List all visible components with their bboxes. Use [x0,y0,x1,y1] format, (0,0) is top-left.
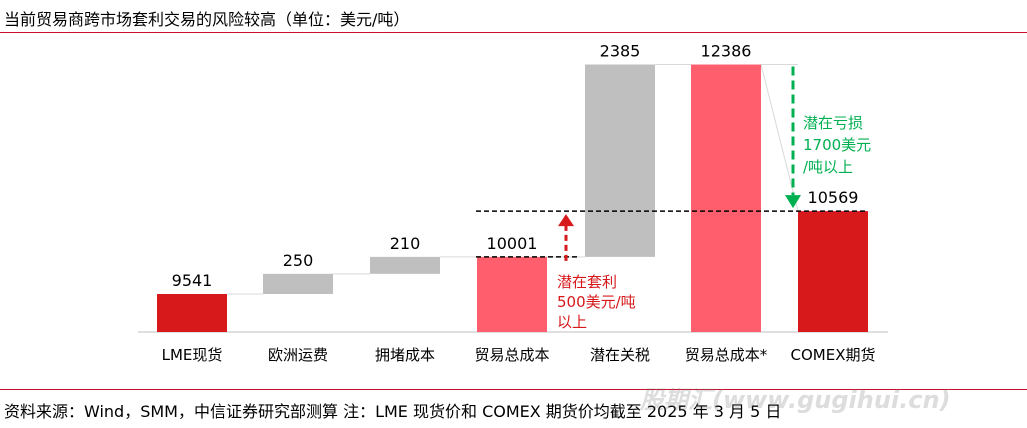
arbitrage-annotation: 潜在套利 [557,273,617,291]
x-tick-label: 贸易总成本 [474,346,549,364]
bar [477,256,547,332]
x-tick-label: LME现货 [162,346,223,364]
loss-arrow-head [785,195,801,209]
loss-annotation: 1700美元 [803,136,871,154]
data-label: 250 [283,251,314,270]
loss-annotation: 潜在亏损 [803,114,863,132]
arbitrage-annotation: 500美元/吨 [557,293,636,311]
bar [157,294,227,332]
watermark: 股期汇(www.gugihui.cn) [640,386,951,414]
bar [798,211,868,332]
x-tick-label: 拥堵成本 [375,346,435,364]
data-label: 10001 [487,234,538,253]
data-label: 210 [390,234,421,253]
title-divider [0,32,1027,33]
x-tick-label: 贸易总成本* [685,346,768,364]
loss-annotation: /吨以上 [803,158,853,176]
bar [585,64,655,257]
bar [370,256,440,274]
bar [263,273,333,294]
x-tick-label: 欧洲运费 [268,346,328,364]
data-label: 12386 [701,42,752,61]
data-label: 9541 [172,271,213,290]
source-note: 资料来源：Wind，SMM，中信证券研究部测算 注：LME 现货价和 COMEX… [4,402,782,421]
arbitrage-annotation: 以上 [557,313,587,331]
footer-divider [0,389,1027,390]
x-tick-label: 潜在关税 [590,346,650,364]
x-tick-label: COMEX期货 [791,346,876,364]
data-label: 10569 [808,188,859,207]
arbitrage-arrow-head [558,214,574,227]
bar [691,64,761,332]
chart-title: 当前贸易商跨市场套利交易的风险较高（单位：美元/吨） [4,10,410,29]
data-label: 2385 [600,42,641,61]
waterfall-chart: 9541 LME现货 250 欧洲运费 210 拥堵成本 10001 贸易总成本 2385 潜在关… [138,42,888,364]
